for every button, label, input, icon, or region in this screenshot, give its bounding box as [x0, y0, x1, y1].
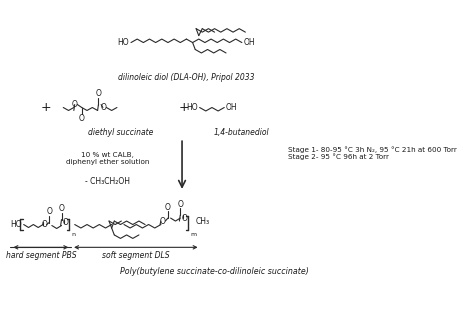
Text: HO: HO	[10, 220, 22, 229]
Text: Stage 1- 80-95 °C 3h N₂, 95 °C 21h at 600 Torr
Stage 2- 95 °C 96h at 2 Torr: Stage 1- 80-95 °C 3h N₂, 95 °C 21h at 60…	[288, 146, 456, 160]
Text: OH: OH	[226, 103, 237, 112]
Text: O: O	[59, 204, 64, 213]
Text: O: O	[46, 207, 52, 216]
Text: O: O	[79, 114, 85, 123]
Text: 10 % wt CALB,
diphenyl ether solution: 10 % wt CALB, diphenyl ether solution	[65, 151, 149, 164]
Text: soft segment DLS: soft segment DLS	[102, 251, 170, 260]
Text: HO: HO	[118, 38, 129, 47]
Text: O: O	[101, 103, 107, 112]
Text: CH₃: CH₃	[195, 217, 210, 226]
Text: O: O	[96, 89, 101, 98]
Text: dilinoleic diol (DLA-OH), Pripol 2033: dilinoleic diol (DLA-OH), Pripol 2033	[118, 73, 255, 82]
Text: +: +	[179, 101, 189, 114]
Text: 1,4-butanediol: 1,4-butanediol	[214, 128, 270, 137]
Text: +: +	[40, 101, 51, 114]
Text: OH: OH	[244, 38, 255, 47]
Text: hard segment PBS: hard segment PBS	[6, 251, 76, 260]
Text: m: m	[190, 232, 196, 238]
Text: HO: HO	[186, 103, 198, 112]
Text: O: O	[72, 100, 78, 109]
Text: O: O	[160, 216, 165, 225]
Text: O: O	[182, 214, 188, 222]
Text: O: O	[42, 220, 48, 229]
Text: n: n	[71, 232, 75, 238]
Text: Poly(butylene succinate-co-dilinoleic succinate): Poly(butylene succinate-co-dilinoleic su…	[120, 267, 309, 276]
Text: O: O	[63, 218, 69, 227]
Text: - CH₃CH₂OH: - CH₃CH₂OH	[85, 177, 130, 186]
Text: O: O	[177, 200, 183, 209]
Text: O: O	[165, 203, 171, 212]
Text: diethyl succinate: diethyl succinate	[88, 128, 153, 137]
